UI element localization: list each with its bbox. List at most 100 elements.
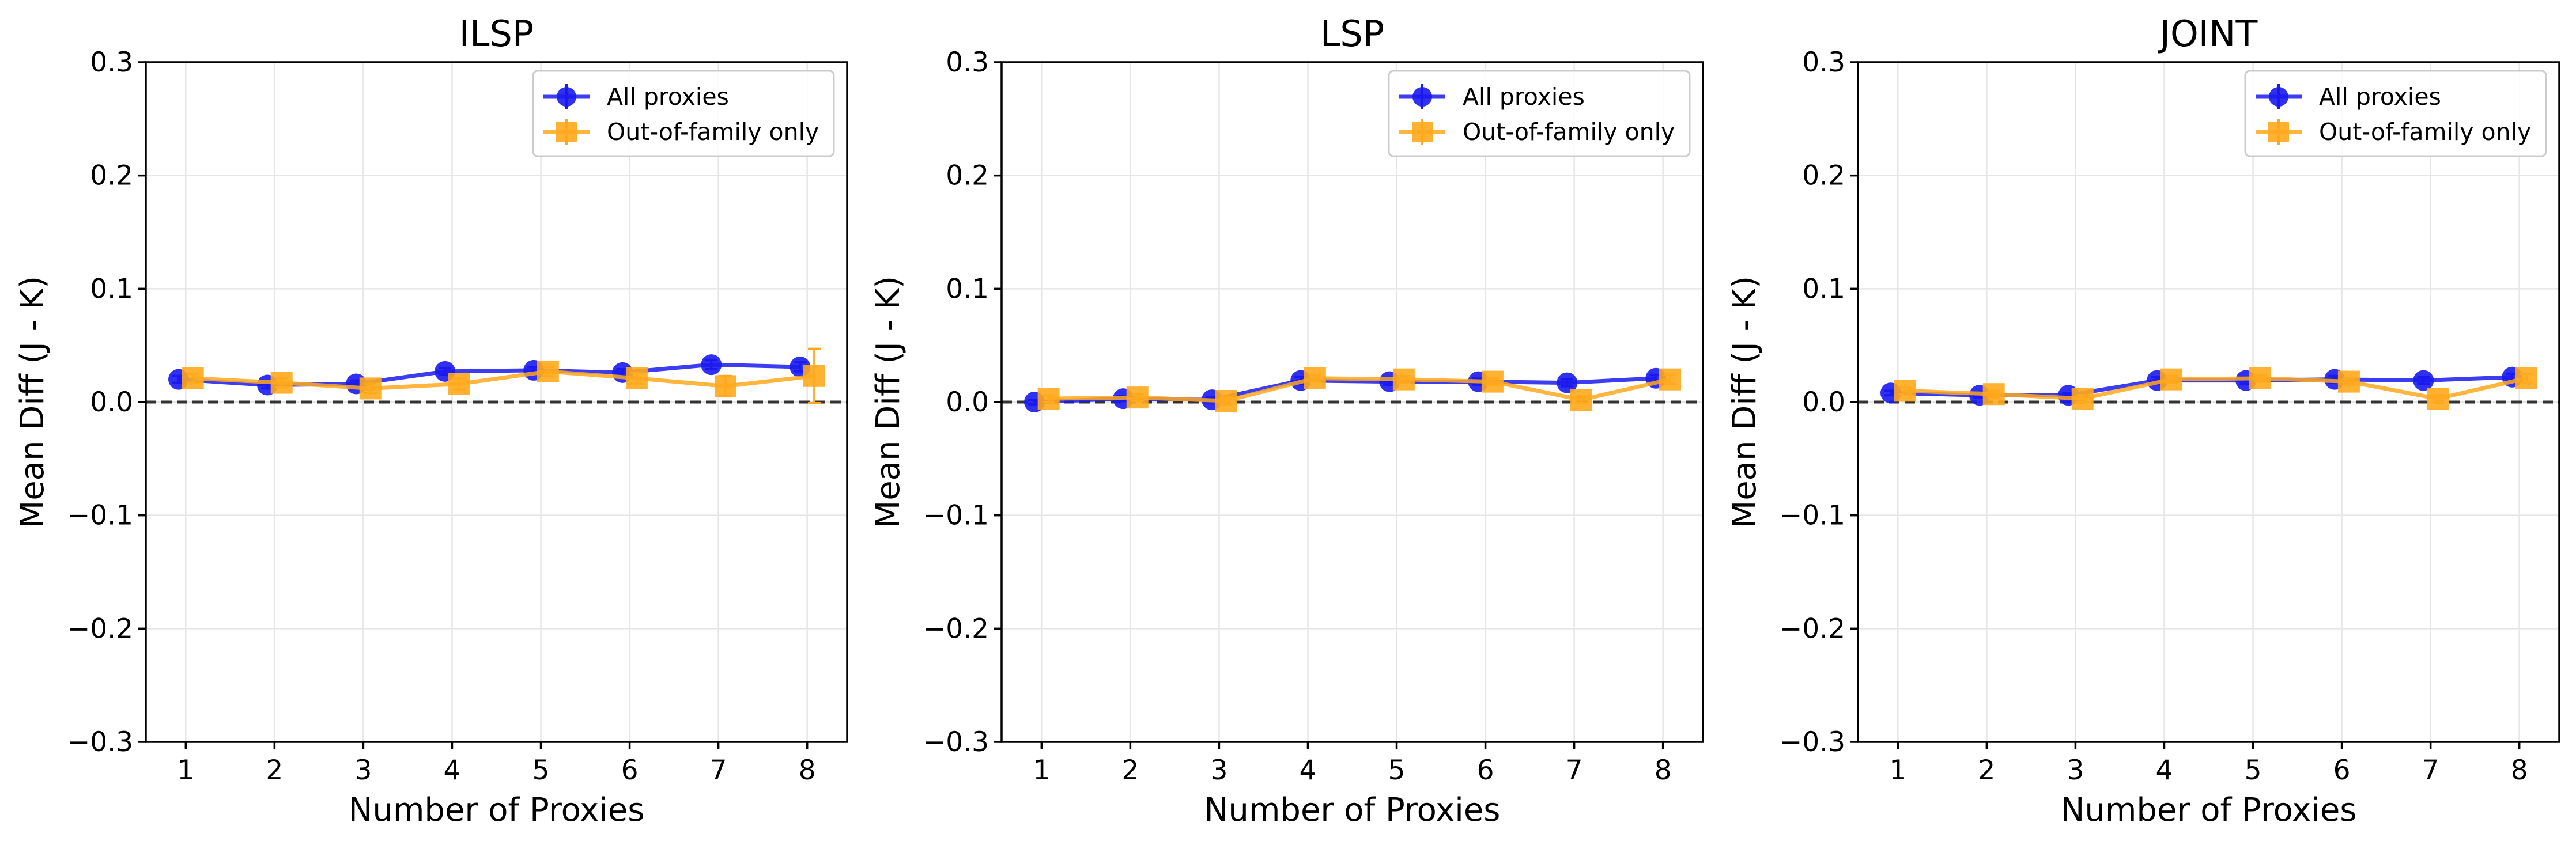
- data-point-out-of-family: [270, 372, 293, 394]
- y-tick-label: −0.2: [923, 613, 989, 645]
- chart-panel-lsp: 0.3 0.2 0.1 0.0 −0.1 −0.2 −0.3 1 2 3 4 5 6 7 8 LSP Numbe…: [870, 13, 1704, 829]
- data-point-out-of-family: [2249, 367, 2271, 389]
- chart-title: LSP: [1320, 13, 1384, 55]
- x-axis-label: Number of Proxies: [2061, 791, 2357, 829]
- data-point-out-of-family: [1982, 383, 2005, 406]
- x-tick-label: 8: [2511, 755, 2528, 786]
- y-tick-label: 0.3: [946, 47, 989, 78]
- data-point-out-of-family: [1481, 370, 1504, 393]
- x-tick-label: 4: [444, 755, 461, 786]
- legend-label: Out-of-family only: [2319, 118, 2531, 146]
- data-point-out-of-family: [1659, 368, 1682, 391]
- y-tick-label: −0.1: [923, 500, 989, 532]
- data-point-out-of-family: [1304, 367, 1326, 389]
- series-line-out-of-family: [1048, 376, 1671, 403]
- x-tick-label: 7: [710, 755, 727, 786]
- x-tick-label: 7: [2422, 755, 2439, 786]
- data-point-out-of-family: [2426, 388, 2449, 410]
- y-tick-label: 0.0: [90, 386, 133, 418]
- chart-panel-ilsp: 0.3 0.2 0.1 0.0 −0.1 −0.2 −0.3 1 2 3 4 5 6 7 8 ILSP Numb…: [14, 13, 848, 829]
- x-tick-label: 3: [1210, 755, 1227, 786]
- x-tick-label: 5: [2245, 755, 2262, 786]
- x-tick-label: 5: [1388, 755, 1406, 786]
- x-tick-label: 6: [621, 755, 639, 786]
- y-tick-label: 0.2: [946, 160, 989, 192]
- x-axis-label: Number of Proxies: [1204, 791, 1501, 829]
- y-tick-label: −0.1: [67, 500, 133, 532]
- y-tick-label: −0.3: [1780, 726, 1845, 758]
- x-tick-label: 1: [1889, 755, 1906, 786]
- legend-box: [532, 70, 835, 157]
- data-point-out-of-family: [1037, 388, 1060, 410]
- legend: All proxies Out-of-family only: [2244, 70, 2547, 157]
- x-tick-label: 3: [354, 755, 372, 786]
- x-tick-label: 6: [1477, 755, 1494, 786]
- legend-label: Out-of-family only: [607, 118, 819, 146]
- data-point-out-of-family: [1126, 386, 1149, 409]
- legend: All proxies Out-of-family only: [1388, 70, 1691, 157]
- y-tick-label: −0.3: [923, 726, 989, 758]
- x-axis-label: Number of Proxies: [349, 791, 645, 829]
- data-point-out-of-family: [359, 377, 382, 400]
- y-tick-label: 0.0: [1802, 386, 1845, 418]
- data-point-out-of-family: [2160, 368, 2182, 391]
- data-point-out-of-family: [1570, 389, 1592, 411]
- legend-box: [2244, 70, 2547, 157]
- y-tick-label: 0.1: [1802, 273, 1845, 305]
- y-tick-label: −0.2: [1780, 613, 1845, 645]
- legend-marker-square: [2268, 122, 2289, 142]
- y-axis-label: Mean Diff (J - K): [870, 276, 907, 528]
- data-point-out-of-family: [448, 373, 470, 395]
- data-point-out-of-family: [2515, 367, 2538, 389]
- x-tick-label: 4: [1300, 755, 1317, 786]
- x-tick-label: 2: [1978, 755, 1995, 786]
- y-tick-label: 0.1: [946, 273, 989, 305]
- data-point-out-of-family: [537, 360, 559, 382]
- legend-marker-circle: [1412, 87, 1432, 107]
- y-tick-label: −0.1: [1780, 500, 1845, 532]
- y-tick-label: 0.2: [90, 160, 133, 192]
- data-point-out-of-family: [714, 375, 736, 397]
- data-point-out-of-family: [1215, 390, 1237, 412]
- data-point-out-of-family: [1894, 380, 1916, 402]
- y-tick-label: 0.3: [90, 47, 133, 78]
- x-tick-label: 8: [799, 755, 816, 786]
- legend-label: All proxies: [1463, 83, 1585, 111]
- series-line-out-of-family: [1905, 376, 2527, 401]
- x-tick-label: 4: [2156, 755, 2173, 786]
- y-axis-label: Mean Diff (J - K): [1726, 276, 1763, 528]
- x-tick-label: 8: [1655, 755, 1672, 786]
- legend-label: All proxies: [607, 83, 729, 111]
- data-point-out-of-family: [182, 367, 204, 389]
- x-tick-label: 2: [266, 755, 283, 786]
- chart-panel-joint: 0.3 0.2 0.1 0.0 −0.1 −0.2 −0.3 1 2 3 4 5 6 7 8 JOINT Num…: [1726, 13, 2560, 829]
- data-point-all-proxies: [701, 354, 722, 376]
- series-line-out-of-family: [192, 369, 815, 391]
- legend-label: All proxies: [2319, 83, 2441, 111]
- y-tick-label: 0.0: [946, 386, 989, 418]
- y-axis-label: Mean Diff (J - K): [14, 276, 51, 528]
- data-point-out-of-family: [625, 367, 648, 389]
- legend-box: [1388, 70, 1691, 157]
- x-tick-label: 2: [1121, 755, 1139, 786]
- legend-marker-circle: [2269, 87, 2288, 107]
- y-tick-label: 0.1: [90, 273, 133, 305]
- x-tick-label: 1: [177, 755, 194, 786]
- chart-title: ILSP: [459, 13, 534, 55]
- x-tick-label: 1: [1033, 755, 1050, 786]
- legend-marker-square: [1412, 122, 1433, 142]
- data-point-all-proxies: [2413, 370, 2434, 391]
- x-tick-label: 5: [532, 755, 550, 786]
- legend-marker-circle: [557, 87, 576, 107]
- y-tick-label: −0.2: [67, 613, 133, 645]
- data-point-all-proxies: [1557, 372, 1578, 393]
- y-tick-label: 0.3: [1802, 47, 1845, 78]
- legend: All proxies Out-of-family only: [532, 70, 835, 157]
- data-point-out-of-family: [2337, 370, 2360, 393]
- legend-marker-square: [556, 122, 577, 142]
- x-tick-label: 3: [2067, 755, 2084, 786]
- y-tick-label: −0.3: [67, 726, 133, 758]
- data-point-out-of-family: [2071, 388, 2094, 410]
- chart-title: JOINT: [2158, 13, 2258, 55]
